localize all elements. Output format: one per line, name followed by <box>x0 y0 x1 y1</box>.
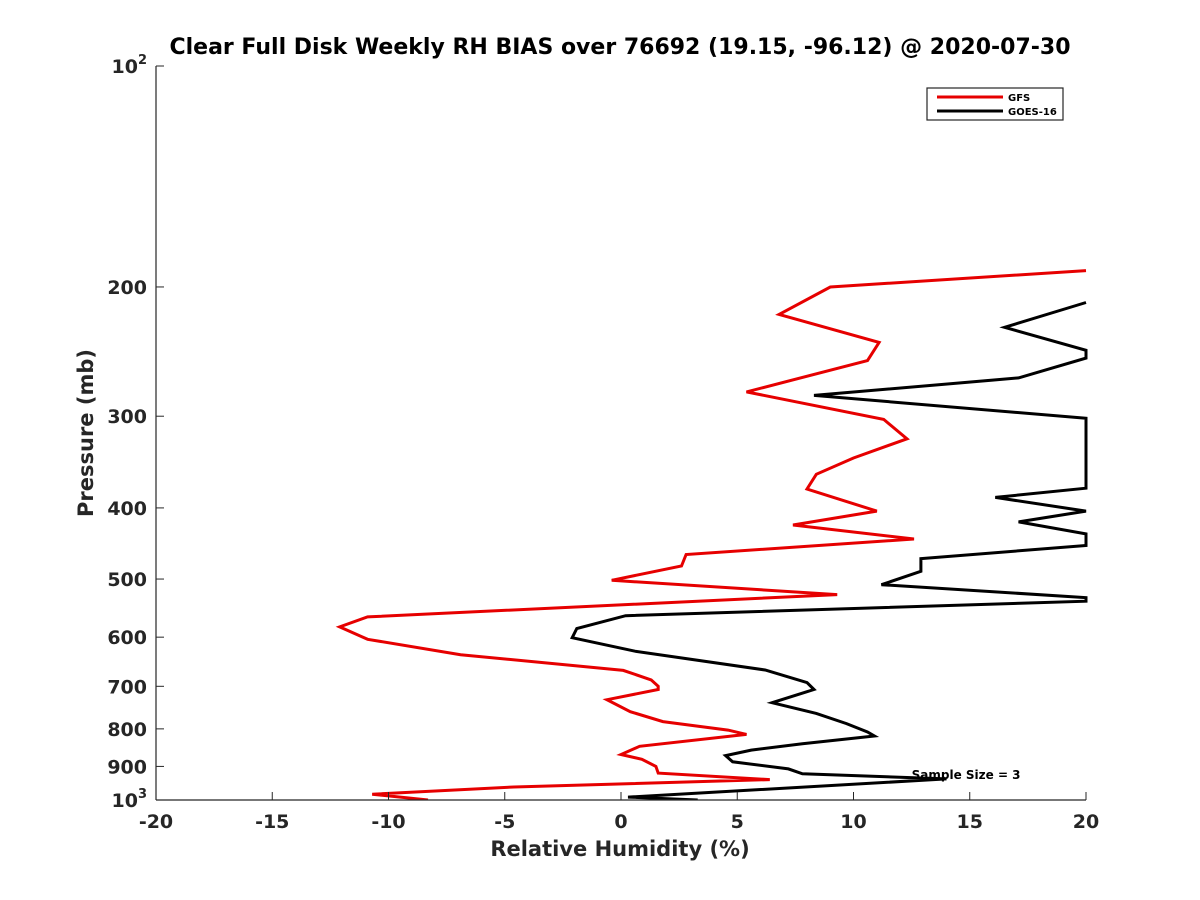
y-tick-label: 300 <box>107 406 147 428</box>
y-tick-label: 700 <box>107 676 147 698</box>
x-tick-label: -20 <box>139 811 173 833</box>
y-tick-label: 200 <box>107 277 147 299</box>
y-tick-label: 900 <box>107 756 147 778</box>
tick-exponent: 2 <box>138 53 147 68</box>
y-axis-label: Pressure (mb) <box>74 349 98 517</box>
x-tick-label: 20 <box>1073 811 1099 833</box>
x-tick-label: 15 <box>957 811 983 833</box>
y-tick-label-power: 102 <box>112 53 148 78</box>
y-tick-label: 400 <box>107 498 147 520</box>
x-tick-label: -5 <box>494 811 515 833</box>
y-tick-label-power: 103 <box>112 787 148 812</box>
y-tick-label: 600 <box>107 627 147 649</box>
series-line-goes16 <box>569 301 1088 800</box>
x-tick-label: -15 <box>255 811 289 833</box>
legend-box <box>926 87 1064 121</box>
x-tick-label: 5 <box>731 811 744 833</box>
tick-base: 10 <box>112 790 138 812</box>
y-tick-label: 800 <box>107 719 147 741</box>
sample-size-annotation: Sample Size = 3 <box>912 768 1021 782</box>
legend: GFS GOES-16 <box>926 87 1064 121</box>
x-tick-label: 10 <box>840 811 866 833</box>
y-tick-label: 500 <box>107 569 147 591</box>
legend-label-gfs: GFS <box>1008 93 1030 104</box>
series-line-gfs <box>335 269 1087 800</box>
tick-base: 10 <box>112 56 138 78</box>
x-axis-ticks: -20 -15 -10 -5 0 5 10 15 20 <box>139 792 1099 833</box>
x-tick-label: -10 <box>371 811 405 833</box>
tick-exponent: 3 <box>138 787 147 802</box>
chart-title: Clear Full Disk Weekly RH BIAS over 7669… <box>169 35 1070 60</box>
legend-label-goes16: GOES-16 <box>1008 107 1057 118</box>
x-tick-label: 0 <box>614 811 627 833</box>
plot-area <box>335 269 1088 800</box>
x-axis-label: Relative Humidity (%) <box>490 837 749 861</box>
